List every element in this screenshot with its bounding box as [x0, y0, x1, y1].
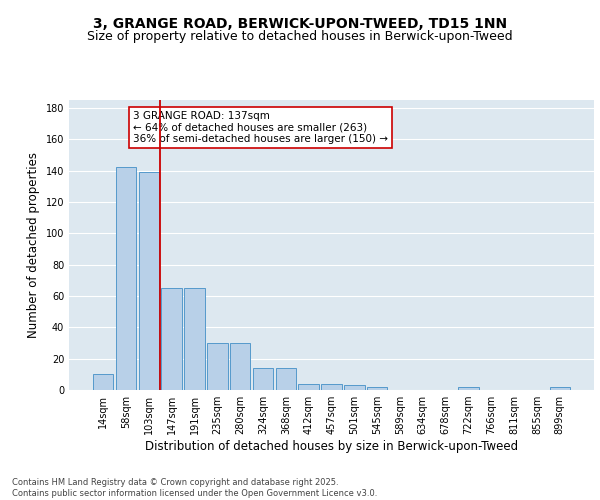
Y-axis label: Number of detached properties: Number of detached properties	[27, 152, 40, 338]
Bar	[344, 386, 365, 390]
Bar	[139, 172, 159, 390]
Text: 3 GRANGE ROAD: 137sqm
← 64% of detached houses are smaller (263)
36% of semi-det: 3 GRANGE ROAD: 137sqm ← 64% of detached …	[133, 111, 388, 144]
Text: Contains HM Land Registry data © Crown copyright and database right 2025.
Contai: Contains HM Land Registry data © Crown c…	[12, 478, 377, 498]
Bar	[161, 288, 182, 390]
Bar	[367, 387, 388, 390]
Text: Size of property relative to detached houses in Berwick-upon-Tweed: Size of property relative to detached ho…	[87, 30, 513, 43]
Bar	[230, 343, 250, 390]
Bar	[298, 384, 319, 390]
Text: 3, GRANGE ROAD, BERWICK-UPON-TWEED, TD15 1NN: 3, GRANGE ROAD, BERWICK-UPON-TWEED, TD15…	[93, 18, 507, 32]
Bar	[550, 387, 570, 390]
Bar	[93, 374, 113, 390]
Bar	[184, 288, 205, 390]
Bar	[321, 384, 342, 390]
Bar	[458, 387, 479, 390]
Bar	[207, 343, 227, 390]
Bar	[253, 368, 273, 390]
X-axis label: Distribution of detached houses by size in Berwick-upon-Tweed: Distribution of detached houses by size …	[145, 440, 518, 453]
Bar	[275, 368, 296, 390]
Bar	[116, 168, 136, 390]
